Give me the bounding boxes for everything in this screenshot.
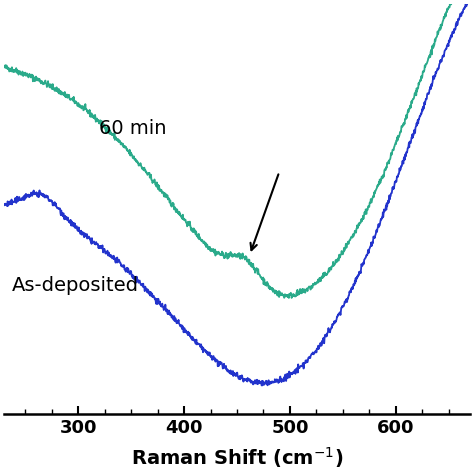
Text: 60 min: 60 min [100, 119, 167, 138]
Text: As-deposited: As-deposited [11, 276, 138, 295]
X-axis label: Raman Shift (cm$^{-1}$): Raman Shift (cm$^{-1}$) [131, 445, 343, 470]
